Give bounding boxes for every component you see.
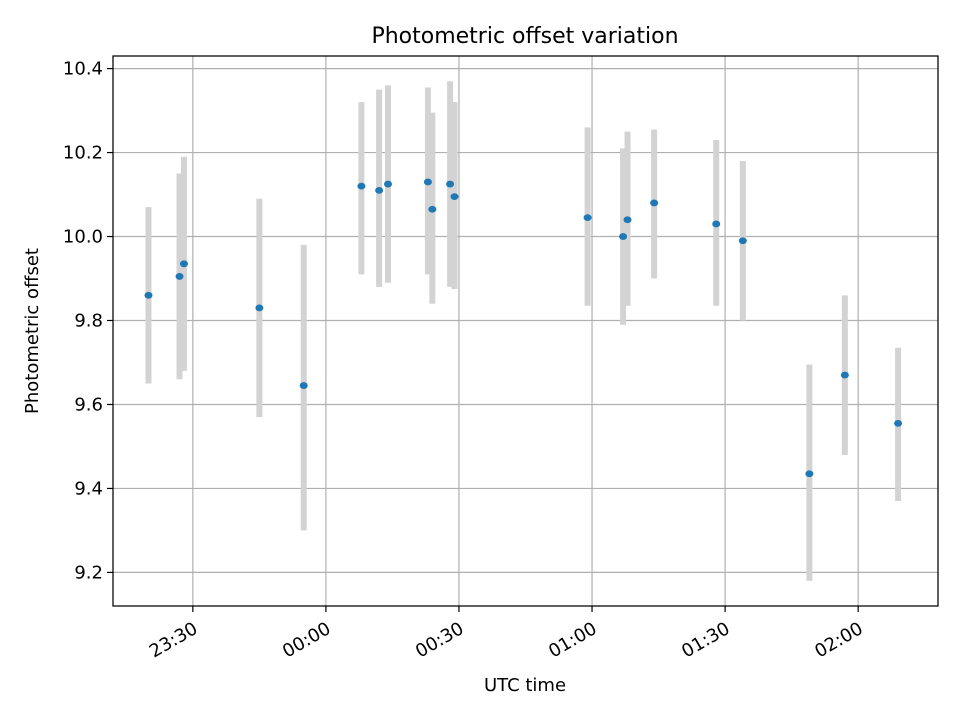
- y-tick-label: 10.0: [63, 227, 103, 248]
- data-point: [384, 180, 392, 188]
- data-point: [255, 304, 264, 312]
- data-point: [619, 233, 628, 240]
- data-point: [623, 216, 632, 224]
- y-tick-label: 9.4: [74, 478, 103, 499]
- data-point: [423, 178, 432, 186]
- data-point: [738, 237, 747, 245]
- plot-frame: [112, 55, 939, 607]
- data-point: [450, 193, 459, 201]
- y-tick-label: 10.2: [63, 143, 103, 164]
- y-tick-label: 9.8: [74, 311, 103, 332]
- data-points: [144, 178, 903, 478]
- y-axis-label: Photometric offset: [22, 248, 43, 414]
- chart-title: Photometric offset variation: [371, 24, 678, 49]
- x-axis-label: UTC time: [484, 675, 566, 696]
- data-point: [299, 382, 308, 389]
- y-tick-label: 10.4: [63, 59, 103, 80]
- y-axis-ticks: 9.2 9.4 9.6 9.8 10.0 10.2 10.4: [63, 59, 113, 583]
- data-point: [446, 180, 455, 188]
- data-point: [840, 371, 849, 379]
- data-point: [805, 470, 814, 478]
- data-point: [894, 419, 903, 427]
- y-tick-label: 9.2: [74, 562, 103, 583]
- data-point: [650, 199, 659, 207]
- grid: [113, 56, 938, 606]
- data-point: [179, 260, 188, 268]
- data-point: [375, 186, 384, 194]
- data-point: [428, 205, 437, 213]
- data-point: [357, 182, 366, 190]
- data-point: [712, 220, 721, 228]
- y-tick-label: 9.6: [74, 394, 103, 415]
- data-point: [175, 273, 184, 280]
- data-point: [583, 214, 592, 222]
- data-point: [144, 291, 153, 299]
